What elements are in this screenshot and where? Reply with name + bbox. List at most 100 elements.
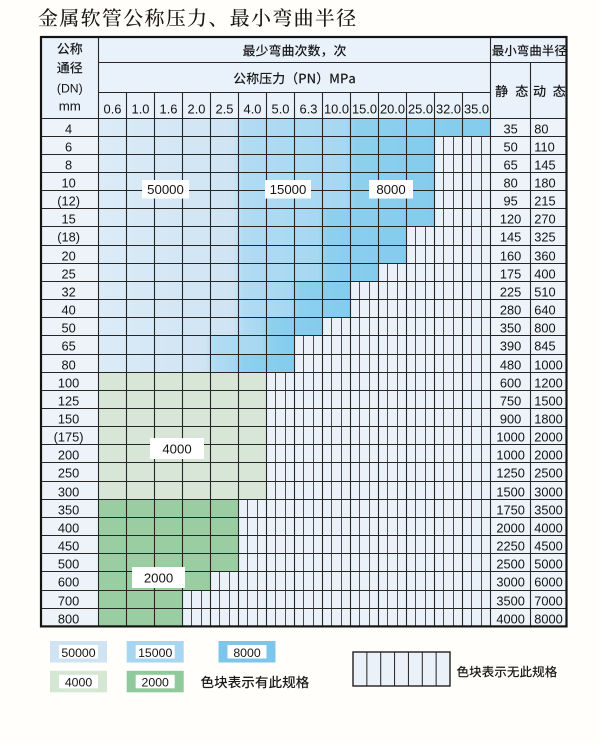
svg-text:4: 4 <box>65 122 72 137</box>
svg-text:125: 125 <box>58 394 79 409</box>
svg-text:2000: 2000 <box>534 430 562 445</box>
svg-text:640: 640 <box>534 303 555 318</box>
svg-text:20: 20 <box>61 249 75 264</box>
svg-text:480: 480 <box>500 358 521 373</box>
svg-text:80: 80 <box>503 176 517 191</box>
svg-text:50: 50 <box>61 321 75 336</box>
svg-text:4000: 4000 <box>496 612 524 627</box>
svg-text:1500: 1500 <box>496 485 524 500</box>
svg-text:(18): (18) <box>57 230 80 245</box>
svg-text:750: 750 <box>500 394 521 409</box>
svg-text:3000: 3000 <box>496 575 524 590</box>
svg-text:80: 80 <box>61 358 75 373</box>
svg-text:(DN): (DN) <box>57 81 83 95</box>
svg-text:390: 390 <box>500 339 521 354</box>
svg-text:65: 65 <box>503 158 517 173</box>
svg-text:4000: 4000 <box>534 521 562 536</box>
svg-text:120: 120 <box>500 212 521 227</box>
svg-text:2000: 2000 <box>534 448 562 463</box>
svg-text:325: 325 <box>534 230 555 245</box>
svg-text:mm: mm <box>59 98 81 113</box>
svg-text:845: 845 <box>534 339 555 354</box>
svg-text:1500: 1500 <box>534 394 562 409</box>
svg-text:100: 100 <box>58 376 79 391</box>
svg-text:800: 800 <box>534 321 555 336</box>
svg-text:360: 360 <box>534 249 555 264</box>
svg-text:5000: 5000 <box>534 557 562 572</box>
svg-text:5.0: 5.0 <box>272 101 290 116</box>
svg-text:50: 50 <box>503 140 517 155</box>
svg-text:225: 225 <box>500 285 521 300</box>
svg-text:65: 65 <box>61 339 75 354</box>
svg-text:4500: 4500 <box>534 539 562 554</box>
svg-text:3500: 3500 <box>496 594 524 609</box>
svg-text:150: 150 <box>58 412 79 427</box>
svg-text:95: 95 <box>503 194 517 209</box>
svg-text:8000: 8000 <box>376 182 405 197</box>
svg-text:400: 400 <box>534 267 555 282</box>
svg-text:1800: 1800 <box>534 412 562 427</box>
svg-text:350: 350 <box>500 321 521 336</box>
svg-text:15000: 15000 <box>138 646 172 660</box>
svg-text:1000: 1000 <box>496 448 524 463</box>
svg-text:8: 8 <box>65 158 72 173</box>
svg-text:15: 15 <box>61 212 75 227</box>
svg-text:600: 600 <box>58 575 79 590</box>
svg-text:8000: 8000 <box>233 646 261 660</box>
svg-text:1.0: 1.0 <box>132 101 150 116</box>
svg-text:280: 280 <box>500 303 521 318</box>
svg-text:15.0: 15.0 <box>352 101 377 116</box>
svg-text:270: 270 <box>534 212 555 227</box>
svg-text:80: 80 <box>534 122 548 137</box>
svg-text:145: 145 <box>534 158 555 173</box>
svg-text:215: 215 <box>534 194 555 209</box>
svg-text:145: 145 <box>500 230 521 245</box>
svg-text:250: 250 <box>58 466 79 481</box>
svg-text:50000: 50000 <box>61 646 95 660</box>
svg-text:110: 110 <box>534 140 554 155</box>
svg-text:300: 300 <box>58 485 79 500</box>
svg-text:700: 700 <box>58 594 79 609</box>
svg-text:4000: 4000 <box>65 676 93 690</box>
svg-text:200: 200 <box>58 448 79 463</box>
svg-text:500: 500 <box>58 557 79 572</box>
svg-text:1000: 1000 <box>534 358 562 373</box>
svg-text:510: 510 <box>534 285 555 300</box>
svg-text:2.5: 2.5 <box>216 101 234 116</box>
svg-text:4.0: 4.0 <box>244 101 262 116</box>
svg-text:35: 35 <box>503 122 517 137</box>
svg-text:20.0: 20.0 <box>380 101 405 116</box>
svg-text:1200: 1200 <box>534 376 562 391</box>
svg-text:600: 600 <box>500 376 521 391</box>
svg-text:40: 40 <box>61 303 75 318</box>
svg-text:400: 400 <box>58 521 79 536</box>
svg-text:1250: 1250 <box>496 466 524 481</box>
svg-text:6000: 6000 <box>534 575 562 590</box>
svg-text:3000: 3000 <box>534 485 562 500</box>
svg-text:25.0: 25.0 <box>408 101 433 116</box>
svg-text:35.0: 35.0 <box>464 101 489 116</box>
svg-text:1750: 1750 <box>496 503 524 518</box>
svg-text:3500: 3500 <box>534 503 562 518</box>
svg-text:450: 450 <box>58 539 79 554</box>
svg-text:2500: 2500 <box>534 466 562 481</box>
svg-text:900: 900 <box>500 412 521 427</box>
svg-text:6: 6 <box>65 140 72 155</box>
svg-text:0.6: 0.6 <box>104 101 122 116</box>
svg-text:2000: 2000 <box>496 521 524 536</box>
svg-text:7000: 7000 <box>534 594 562 609</box>
svg-text:2000: 2000 <box>142 676 170 690</box>
svg-text:180: 180 <box>534 176 555 191</box>
svg-text:15000: 15000 <box>270 182 307 197</box>
svg-text:175: 175 <box>500 267 521 282</box>
svg-text:10.0: 10.0 <box>324 101 349 116</box>
svg-text:10: 10 <box>61 176 75 191</box>
svg-text:6.3: 6.3 <box>300 101 318 116</box>
svg-text:32.0: 32.0 <box>436 101 461 116</box>
svg-text:1000: 1000 <box>496 430 524 445</box>
svg-text:25: 25 <box>61 267 75 282</box>
svg-text:4000: 4000 <box>162 442 191 457</box>
svg-text:2250: 2250 <box>496 539 524 554</box>
svg-text:1.6: 1.6 <box>160 101 178 116</box>
svg-text:8000: 8000 <box>534 612 562 627</box>
